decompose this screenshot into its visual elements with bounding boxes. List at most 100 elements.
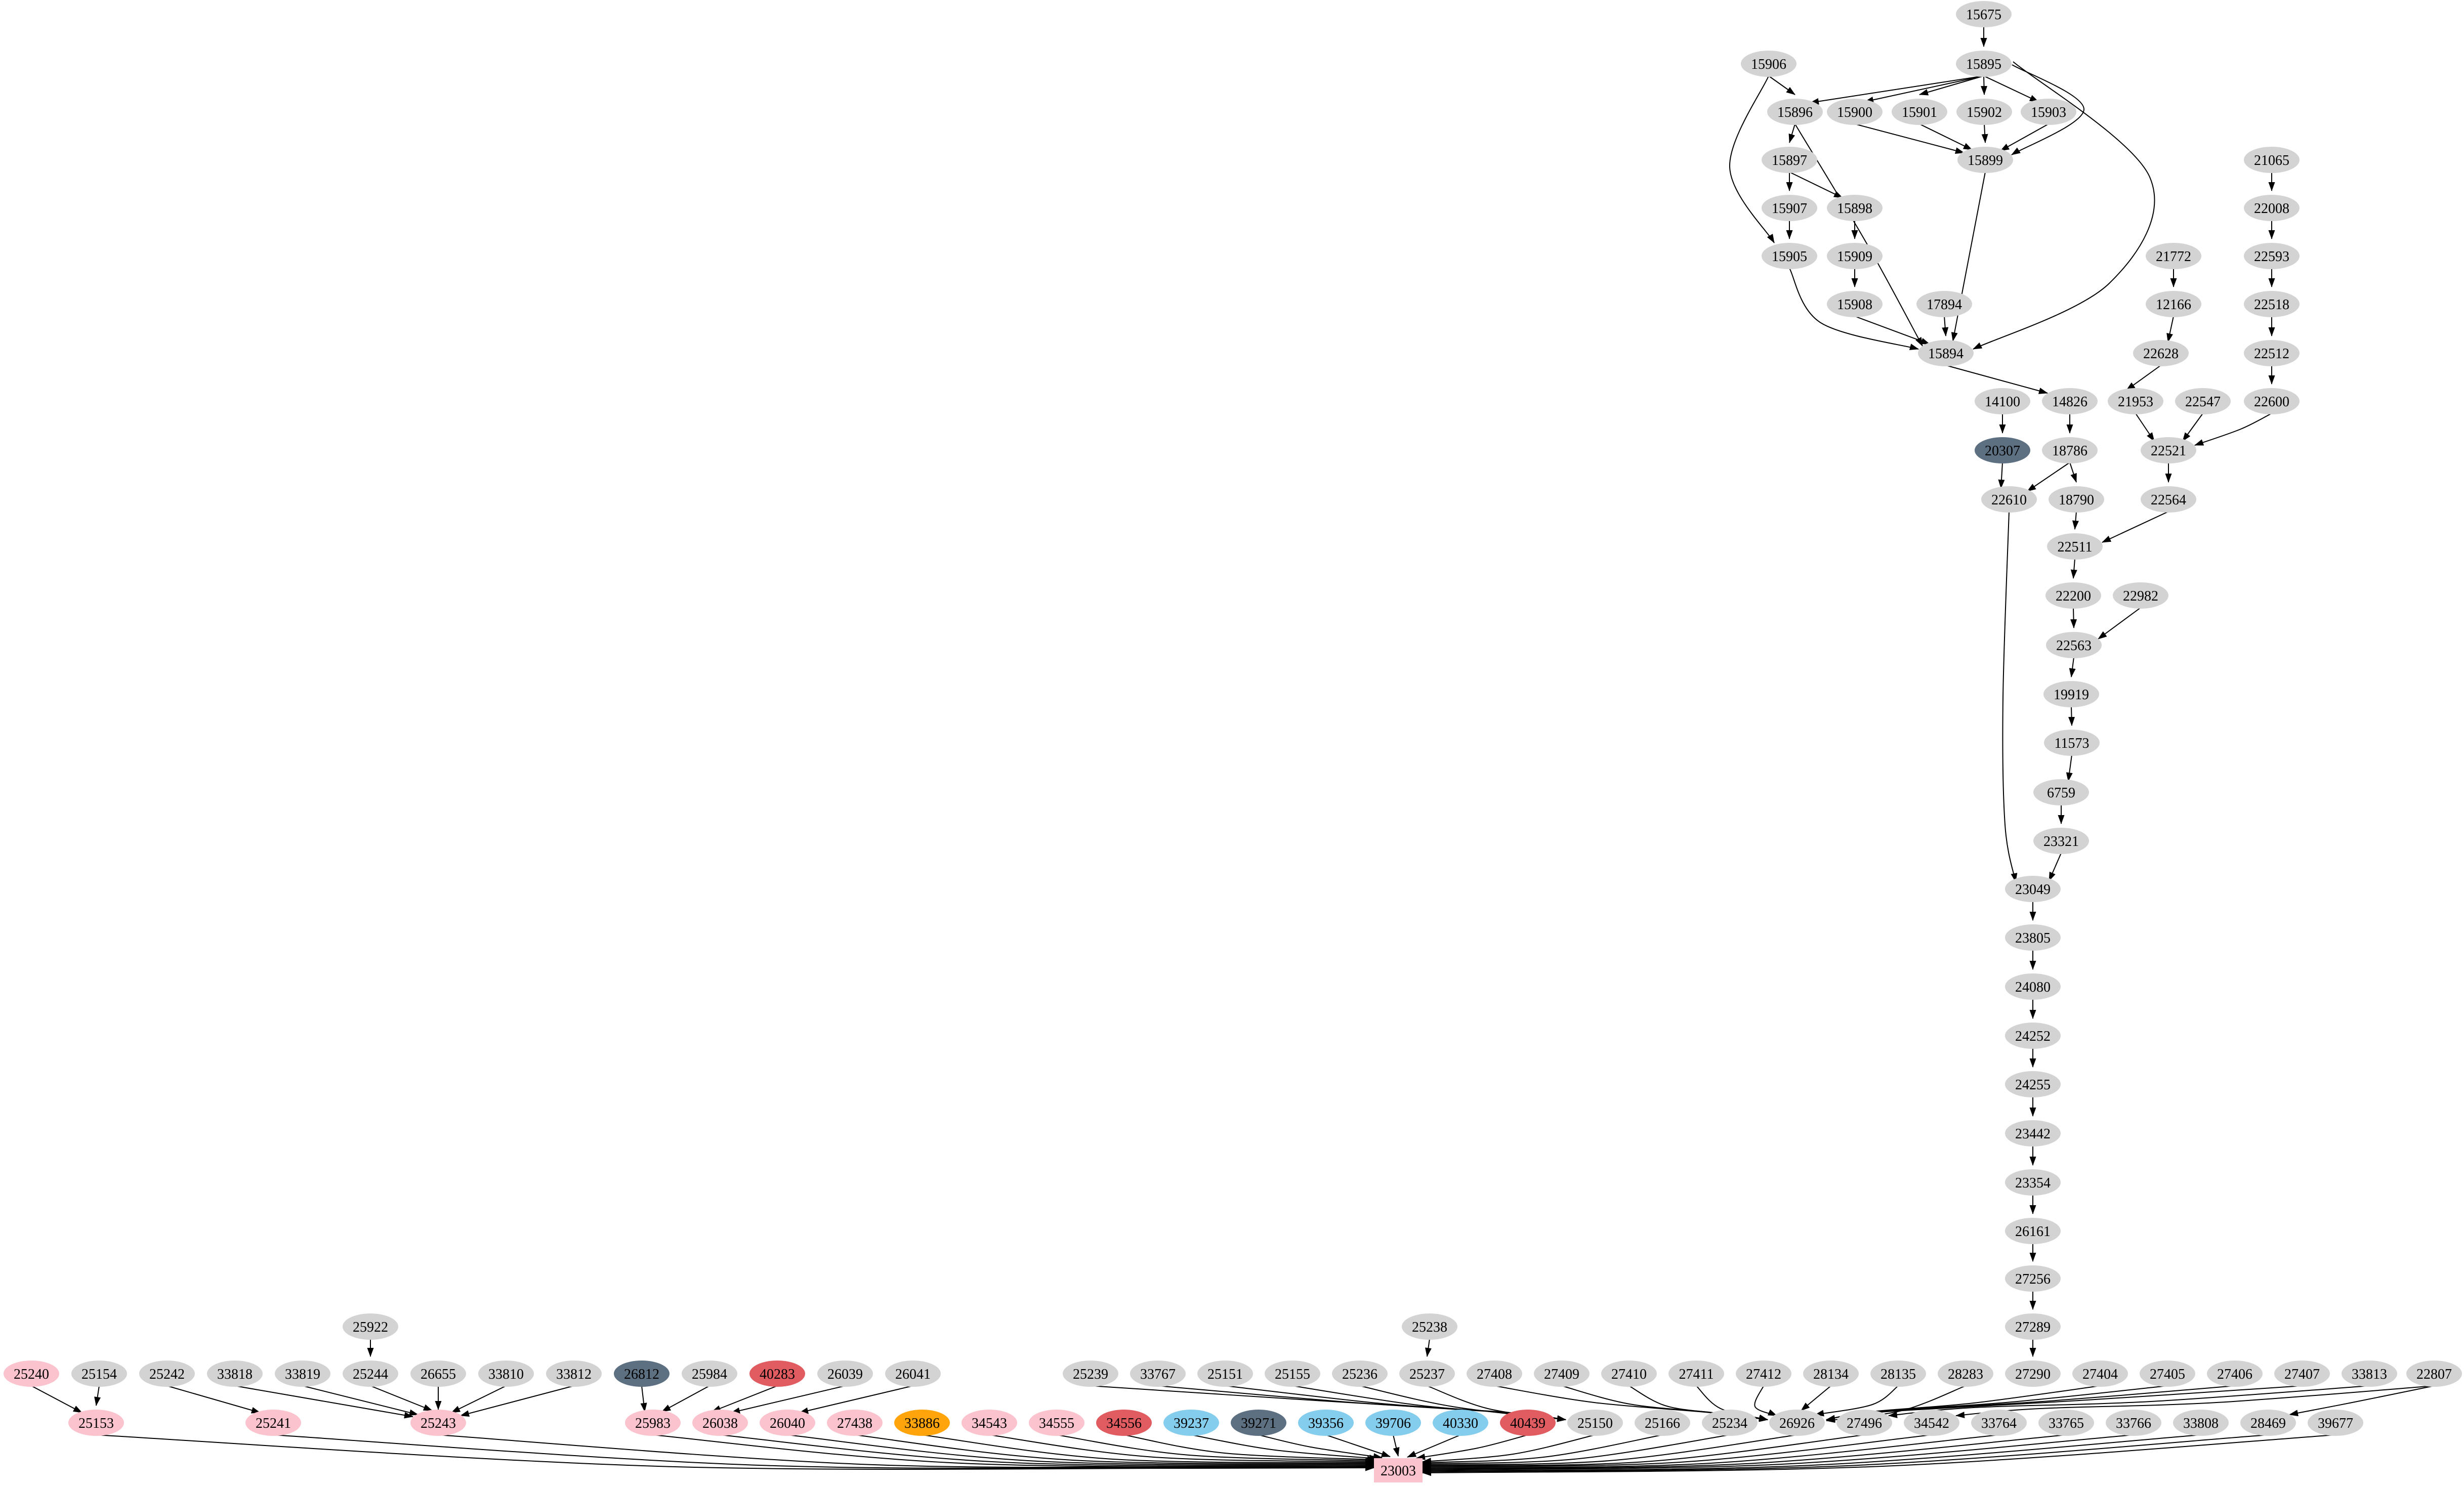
node-label-25155: 25155 <box>1275 1367 1310 1382</box>
node-label-28134: 28134 <box>1813 1367 1849 1382</box>
node-label-21065: 21065 <box>2254 153 2289 168</box>
node-label-15897: 15897 <box>1772 153 1807 168</box>
node-label-25154: 25154 <box>81 1367 117 1382</box>
node-33764: 33764 <box>1971 1410 2027 1436</box>
node-33766: 33766 <box>2106 1410 2161 1436</box>
node-ellipse-40439 <box>1500 1410 1556 1436</box>
node-15900: 15900 <box>1827 99 1883 125</box>
node-22563: 22563 <box>2046 632 2102 658</box>
node-ellipse-25151 <box>1197 1361 1253 1387</box>
node-label-39271: 39271 <box>1241 1416 1276 1431</box>
node-25234: 25234 <box>1702 1410 1758 1436</box>
node-ellipse-26161 <box>2005 1218 2061 1244</box>
edge-33765-23003 <box>1422 1434 2067 1472</box>
node-ellipse-17894 <box>1916 291 1972 317</box>
node-label-25150: 25150 <box>1577 1416 1613 1431</box>
node-ellipse-27409 <box>1534 1361 1590 1387</box>
node-ellipse-25242 <box>139 1361 195 1387</box>
node-label-25239: 25239 <box>1073 1367 1108 1382</box>
node-ellipse-28283 <box>1938 1361 1993 1387</box>
node-25236: 25236 <box>1332 1361 1388 1387</box>
node-25984: 25984 <box>682 1361 737 1387</box>
edge-28134-26926 <box>1801 1385 1831 1411</box>
node-34556: 34556 <box>1096 1410 1152 1436</box>
edge-11573-6759 <box>2066 754 2073 782</box>
node-label-27409: 27409 <box>1544 1367 1579 1382</box>
node-label-26040: 26040 <box>770 1416 805 1431</box>
node-label-18786: 18786 <box>2052 443 2087 459</box>
node-ellipse-25922 <box>343 1313 398 1340</box>
node-25155: 25155 <box>1265 1361 1320 1387</box>
node-label-12166: 12166 <box>2156 297 2191 313</box>
node-22512: 22512 <box>2244 340 2300 366</box>
node-ellipse-22600 <box>2244 388 2300 414</box>
node-label-40439: 40439 <box>1510 1416 1546 1431</box>
node-ellipse-25243 <box>410 1410 466 1436</box>
node-label-34556: 34556 <box>1106 1416 1142 1431</box>
node-ellipse-22521 <box>2141 437 2196 463</box>
node-ellipse-27404 <box>2072 1361 2128 1387</box>
node-ellipse-25166 <box>1635 1410 1690 1436</box>
node-ellipse-15895 <box>1956 51 2012 77</box>
node-ellipse-25236 <box>1332 1361 1388 1387</box>
edge-22563-19919 <box>2069 657 2076 677</box>
node-19919: 19919 <box>2043 681 2099 707</box>
node-label-27411: 27411 <box>1679 1367 1714 1382</box>
edge-25243-23003 <box>438 1434 1374 1471</box>
node-ellipse-28469 <box>2240 1410 2296 1436</box>
node-ellipse-22200 <box>2045 582 2101 609</box>
edge-25150-23003 <box>1422 1434 1596 1465</box>
node-ellipse-21772 <box>2146 243 2201 269</box>
node-label-27496: 27496 <box>1847 1416 1882 1431</box>
edge-22511-22200 <box>2070 558 2077 579</box>
node-15894: 15894 <box>1918 340 1974 366</box>
node-39677: 39677 <box>2308 1410 2363 1436</box>
edge-39677-23003 <box>1422 1434 2336 1476</box>
node-label-14826: 14826 <box>2052 394 2087 410</box>
edge-15895-15894 <box>1973 61 2155 350</box>
edge-39237-23003 <box>1191 1434 1379 1462</box>
node-ellipse-21953 <box>2108 388 2163 414</box>
edge-15895-15900 <box>1864 75 1984 103</box>
node-27404: 27404 <box>2072 1361 2128 1387</box>
node-label-33764: 33764 <box>1981 1416 2017 1431</box>
node-22593: 22593 <box>2244 243 2300 269</box>
node-ellipse-33766 <box>2106 1410 2161 1436</box>
edge-39706-23003 <box>1393 1434 1400 1457</box>
node-ellipse-23805 <box>2005 924 2061 951</box>
node-25242: 25242 <box>139 1361 195 1387</box>
node-ellipse-25240 <box>4 1361 59 1387</box>
node-27406: 27406 <box>2207 1361 2263 1387</box>
edge-22200-22563 <box>2070 607 2077 628</box>
node-label-24080: 24080 <box>2015 980 2051 995</box>
node-label-27289: 27289 <box>2015 1320 2051 1335</box>
node-ellipse-40283 <box>749 1361 805 1387</box>
node-24080: 24080 <box>2005 973 2061 1000</box>
node-25241: 25241 <box>245 1410 301 1436</box>
edge-28135-26926 <box>1815 1385 1899 1417</box>
node-ellipse-23442 <box>2005 1120 2061 1146</box>
node-27290: 27290 <box>2005 1361 2061 1387</box>
node-ellipse-15900 <box>1827 99 1883 125</box>
node-label-23442: 23442 <box>2015 1126 2051 1142</box>
node-25922: 25922 <box>343 1313 398 1340</box>
node-33810: 33810 <box>478 1361 534 1387</box>
edge-22564-22511 <box>2102 511 2169 543</box>
node-15903: 15903 <box>2021 99 2076 125</box>
node-ellipse-33767 <box>1130 1361 1186 1387</box>
node-label-25153: 25153 <box>78 1416 114 1431</box>
node-ellipse-15905 <box>1762 243 1817 269</box>
node-25239: 25239 <box>1063 1361 1118 1387</box>
edge-28469-23003 <box>1422 1434 2269 1475</box>
node-label-22807: 22807 <box>2416 1367 2452 1382</box>
node-label-25238: 25238 <box>1412 1320 1447 1335</box>
edge-25234-23003 <box>1422 1434 1730 1467</box>
node-ellipse-39677 <box>2308 1410 2363 1436</box>
edge-33886-23003 <box>922 1434 1374 1466</box>
node-ellipse-25241 <box>245 1410 301 1436</box>
node-28135: 28135 <box>1870 1361 1926 1387</box>
node-22200: 22200 <box>2045 582 2101 609</box>
node-25154: 25154 <box>71 1361 127 1387</box>
node-label-34543: 34543 <box>972 1416 1007 1431</box>
